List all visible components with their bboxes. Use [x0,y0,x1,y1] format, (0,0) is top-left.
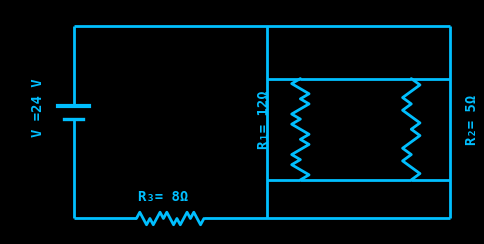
Text: V =24 V: V =24 V [30,78,45,137]
Text: R₂= 5Ω: R₂= 5Ω [464,94,478,145]
Text: R₃= 8Ω: R₃= 8Ω [137,190,188,204]
Text: R₁= 12Ω: R₁= 12Ω [257,90,271,149]
